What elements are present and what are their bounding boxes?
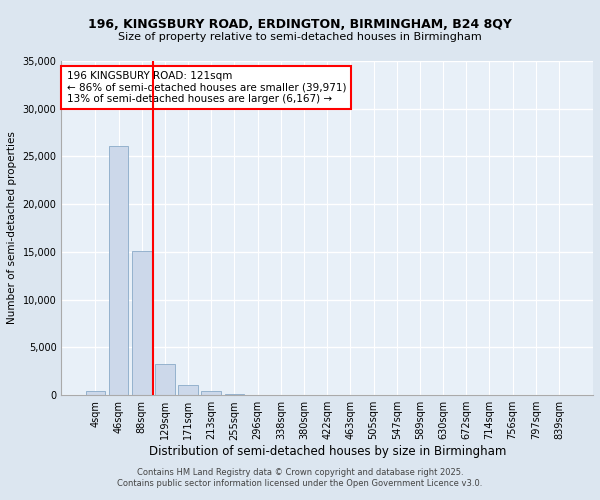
Bar [202, 391, 221, 395]
Bar [86, 392, 105, 395]
Text: 196, KINGSBURY ROAD, ERDINGTON, BIRMINGHAM, B24 8QY: 196, KINGSBURY ROAD, ERDINGTON, BIRMINGH… [88, 18, 512, 30]
Text: 196 KINGSBURY ROAD: 121sqm
← 86% of semi-detached houses are smaller (39,971)
13: 196 KINGSBURY ROAD: 121sqm ← 86% of semi… [67, 71, 346, 104]
Y-axis label: Number of semi-detached properties: Number of semi-detached properties [7, 132, 17, 324]
Bar [109, 146, 128, 395]
Bar [132, 251, 152, 395]
Text: Size of property relative to semi-detached houses in Birmingham: Size of property relative to semi-detach… [118, 32, 482, 42]
Text: Contains HM Land Registry data © Crown copyright and database right 2025.
Contai: Contains HM Land Registry data © Crown c… [118, 468, 482, 487]
Bar [178, 385, 198, 395]
X-axis label: Distribution of semi-detached houses by size in Birmingham: Distribution of semi-detached houses by … [149, 445, 506, 458]
Bar [224, 394, 244, 395]
Bar [155, 364, 175, 395]
